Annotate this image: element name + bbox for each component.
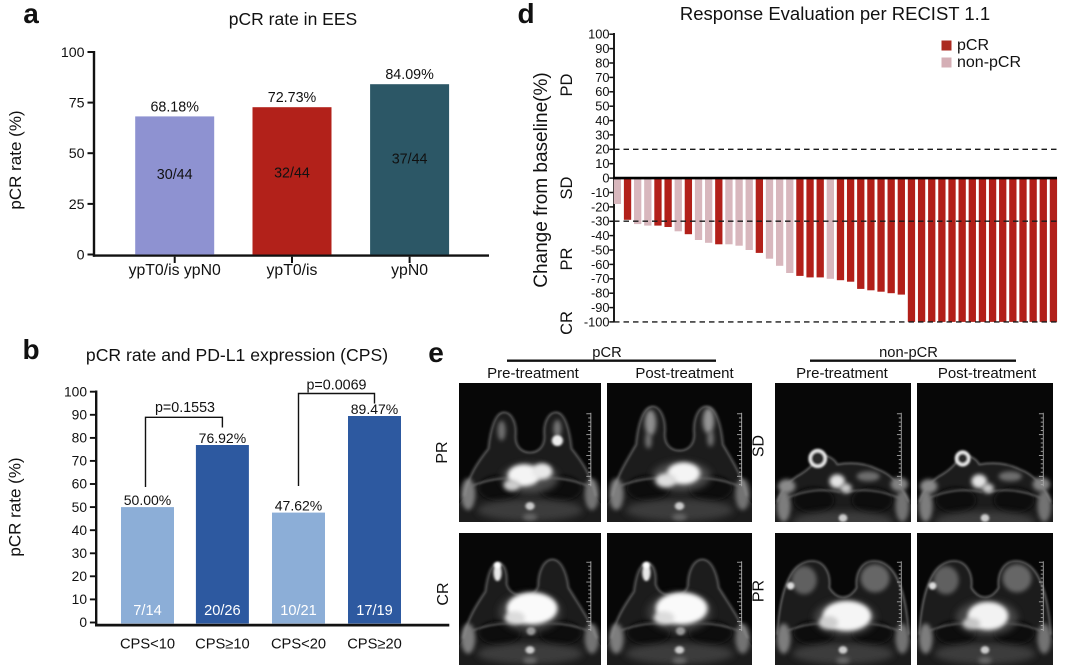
svg-text:Change from baseline(%): Change from baseline(%) — [531, 72, 552, 287]
svg-text:PD: PD — [558, 73, 576, 96]
svg-text:60: 60 — [595, 84, 609, 99]
svg-text:PR: PR — [558, 247, 576, 270]
svg-text:Post-treatment: Post-treatment — [635, 365, 734, 382]
svg-text:20: 20 — [72, 569, 88, 584]
svg-text:100: 100 — [64, 384, 87, 399]
svg-text:80: 80 — [72, 431, 88, 446]
svg-text:100: 100 — [61, 45, 85, 61]
svg-text:d: d — [517, 0, 534, 29]
svg-text:CPS≥20: CPS≥20 — [347, 637, 402, 653]
svg-text:pCR rate (%): pCR rate (%) — [6, 457, 25, 556]
svg-text:-40: -40 — [591, 228, 610, 243]
svg-text:-30: -30 — [591, 214, 610, 229]
svg-text:pCR rate (%): pCR rate (%) — [6, 110, 25, 209]
svg-text:pCR rate and PD-L1 expression: pCR rate and PD-L1 expression (CPS) — [86, 345, 388, 365]
svg-text:-90: -90 — [591, 300, 610, 315]
svg-text:-60: -60 — [591, 257, 610, 272]
svg-text:0: 0 — [77, 247, 85, 263]
svg-text:0: 0 — [602, 171, 609, 186]
svg-text:60: 60 — [72, 477, 88, 492]
svg-text:ypT0/is: ypT0/is — [267, 262, 318, 279]
svg-text:30/44: 30/44 — [157, 167, 193, 183]
svg-text:10: 10 — [595, 156, 609, 171]
svg-text:32/44: 32/44 — [274, 166, 310, 182]
svg-text:47.62%: 47.62% — [275, 497, 322, 513]
svg-text:70: 70 — [72, 454, 88, 469]
svg-text:50.00%: 50.00% — [124, 492, 171, 508]
svg-text:SD: SD — [558, 176, 576, 199]
svg-text:50: 50 — [595, 99, 609, 114]
svg-text:30: 30 — [72, 546, 88, 561]
svg-text:72.73%: 72.73% — [268, 90, 317, 106]
svg-text:CPS≥10: CPS≥10 — [195, 637, 250, 653]
svg-text:-50: -50 — [591, 242, 610, 257]
svg-text:76.92%: 76.92% — [199, 430, 246, 446]
svg-text:non-pCR: non-pCR — [957, 54, 1021, 71]
svg-text:CR: CR — [435, 582, 452, 605]
svg-text:90: 90 — [595, 41, 609, 56]
svg-text:40: 40 — [595, 113, 609, 128]
svg-text:ypT0/is ypN0: ypT0/is ypN0 — [129, 262, 221, 279]
svg-text:100: 100 — [588, 27, 609, 42]
svg-text:PR: PR — [751, 580, 768, 602]
svg-text:Response Evaluation per RECIST: Response Evaluation per RECIST 1.1 — [680, 3, 990, 24]
svg-text:10/21: 10/21 — [280, 603, 317, 619]
svg-text:-70: -70 — [591, 271, 610, 286]
svg-text:CPS<10: CPS<10 — [120, 637, 175, 653]
svg-text:25: 25 — [69, 197, 85, 213]
svg-text:40: 40 — [72, 523, 88, 538]
svg-text:pCR rate in EES: pCR rate in EES — [229, 9, 357, 29]
svg-text:7/14: 7/14 — [133, 603, 161, 619]
svg-text:p=0.0069: p=0.0069 — [306, 378, 366, 394]
svg-text:CPS<20: CPS<20 — [271, 637, 326, 653]
svg-text:pCR: pCR — [592, 345, 621, 361]
svg-text:ypN0: ypN0 — [391, 262, 428, 279]
svg-text:b: b — [22, 334, 39, 365]
svg-text:70: 70 — [595, 70, 609, 85]
svg-text:37/44: 37/44 — [392, 152, 428, 168]
svg-text:84.09%: 84.09% — [385, 67, 434, 83]
svg-text:Pre-treatment: Pre-treatment — [796, 365, 889, 382]
svg-text:-100: -100 — [584, 314, 610, 329]
svg-text:CR: CR — [558, 311, 576, 335]
svg-text:30: 30 — [595, 127, 609, 142]
svg-text:89.47%: 89.47% — [351, 401, 398, 417]
svg-text:Post-treatment: Post-treatment — [938, 365, 1037, 382]
svg-text:90: 90 — [72, 407, 88, 422]
svg-text:PR: PR — [434, 441, 451, 463]
svg-text:17/19: 17/19 — [356, 603, 393, 619]
svg-text:SD: SD — [751, 435, 768, 457]
svg-text:20/26: 20/26 — [204, 603, 241, 619]
svg-text:-10: -10 — [591, 185, 610, 200]
svg-text:75: 75 — [69, 96, 85, 112]
svg-text:80: 80 — [595, 55, 609, 70]
svg-text:Pre-treatment: Pre-treatment — [487, 365, 580, 382]
svg-text:50: 50 — [72, 500, 88, 515]
svg-text:a: a — [23, 0, 39, 29]
svg-text:-20: -20 — [591, 199, 610, 214]
svg-text:e: e — [428, 337, 444, 368]
svg-text:pCR: pCR — [957, 37, 989, 54]
svg-text:10: 10 — [72, 592, 88, 607]
svg-text:68.18%: 68.18% — [150, 99, 199, 115]
svg-text:-80: -80 — [591, 286, 610, 301]
svg-text:p=0.1553: p=0.1553 — [155, 400, 215, 416]
svg-text:0: 0 — [79, 615, 87, 630]
svg-text:50: 50 — [69, 146, 85, 162]
svg-text:non-pCR: non-pCR — [879, 345, 938, 361]
svg-text:20: 20 — [595, 142, 609, 157]
